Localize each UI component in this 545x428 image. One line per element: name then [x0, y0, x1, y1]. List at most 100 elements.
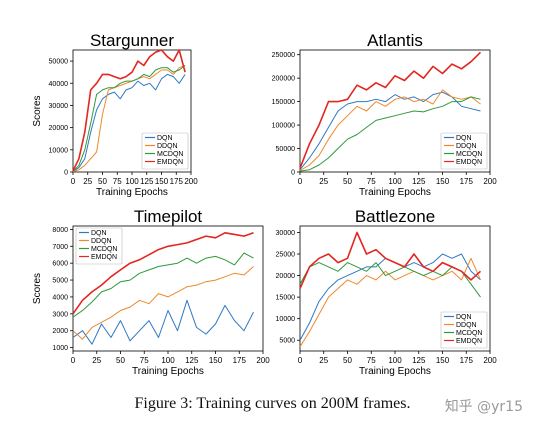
- y-tick-label: 0: [64, 170, 68, 177]
- legend-label: EMDQN: [456, 159, 482, 166]
- x-tick-label: 25: [319, 177, 328, 186]
- x-tick-label: 75: [113, 177, 122, 186]
- x-axis-label: Training Epochs: [359, 366, 431, 377]
- series-line-dqn: [72, 299, 254, 345]
- chart-title: Timepilot: [134, 207, 203, 226]
- series-line-emdqn: [72, 49, 186, 172]
- x-tick-label: 25: [83, 177, 92, 186]
- watermark: 知乎 @yr15: [444, 399, 523, 415]
- chart-title: Atlantis: [367, 31, 423, 50]
- x-tick-label: 175: [460, 177, 474, 186]
- y-tick-label: 200000: [272, 76, 295, 83]
- x-tick-label: 0: [71, 356, 76, 365]
- y-tick-label: 250000: [272, 52, 295, 59]
- legend-label: EMDQN: [157, 159, 183, 166]
- x-tick-label: 200: [256, 356, 270, 365]
- y-tick-label: 15000: [276, 295, 296, 302]
- x-axis-label: Training Epochs: [132, 366, 204, 377]
- y-tick-label: 50000: [49, 59, 69, 66]
- legend-box: [75, 227, 123, 265]
- y-tick-label: 20000: [276, 273, 296, 280]
- legend-label: DQN: [456, 314, 472, 321]
- legend-label: DDQN: [157, 143, 178, 150]
- y-axis-label: Scores: [32, 95, 43, 126]
- x-tick-label: 50: [98, 177, 107, 186]
- x-tick-label: 75: [367, 177, 376, 186]
- y-tick-label: 150000: [272, 99, 295, 106]
- x-tick-label: 50: [343, 177, 352, 186]
- series-line-dqn: [72, 73, 186, 173]
- series-line-mcdqn: [299, 96, 481, 172]
- x-tick-label: 100: [388, 177, 402, 186]
- x-tick-label: 25: [92, 356, 101, 365]
- legend-box: [141, 132, 189, 170]
- x-tick-label: 50: [343, 356, 352, 365]
- x-tick-label: 125: [140, 177, 154, 186]
- y-tick-label: 10000: [49, 147, 69, 154]
- y-tick-label: 3000: [52, 311, 68, 318]
- y-tick-label: 1000: [52, 345, 68, 352]
- legend-label: MCDQN: [456, 151, 482, 158]
- y-tick-label: 25000: [276, 252, 296, 259]
- series-line-emdqn: [299, 231, 482, 289]
- y-tick-label: 8000: [52, 227, 68, 234]
- y-tick-label: 4000: [52, 294, 68, 301]
- y-tick-label: 30000: [49, 103, 69, 110]
- legend-box: [440, 132, 488, 170]
- x-tick-label: 0: [298, 177, 303, 186]
- x-tick-label: 200: [184, 177, 198, 186]
- chart-title: Battlezone: [355, 207, 435, 226]
- legend-label: EMDQN: [91, 254, 117, 261]
- x-tick-label: 50: [116, 356, 125, 365]
- chart-3: Battlezone 0 25 50 75 100 125 150 175 200 5000 1000…: [276, 207, 498, 377]
- x-tick-label: 25: [319, 356, 328, 365]
- y-tick-label: 5000: [279, 338, 295, 345]
- legend-label: EMDQN: [456, 338, 482, 345]
- x-tick-label: 175: [233, 356, 247, 365]
- series-line-mcdqn: [72, 252, 254, 318]
- legend-label: DDQN: [456, 322, 477, 329]
- y-tick-label: 30000: [276, 230, 296, 237]
- x-tick-label: 75: [140, 356, 149, 365]
- x-tick-label: 150: [436, 356, 450, 365]
- chart-2: Timepilot 0 25 50 75 100 125 150 175 200 1000 2000 3…: [32, 207, 270, 377]
- chart-1: Atlantis 0 25 50 75 100 125 150 175 200 0 50000 1000…: [272, 31, 498, 198]
- series-line-mcdqn: [299, 262, 481, 298]
- x-tick-label: 0: [71, 177, 76, 186]
- legend-label: MCDQN: [456, 330, 482, 337]
- x-tick-label: 150: [155, 177, 169, 186]
- legend-label: DQN: [456, 135, 472, 142]
- y-axis-label: Scores: [32, 273, 43, 304]
- x-tick-label: 75: [367, 356, 376, 365]
- x-axis-label: Training Epochs: [359, 187, 431, 198]
- legend-label: MCDQN: [91, 246, 117, 253]
- y-tick-label: 7000: [52, 244, 68, 251]
- y-tick-label: 50000: [276, 146, 296, 153]
- series-line-emdqn: [72, 232, 254, 315]
- x-tick-label: 175: [170, 177, 184, 186]
- x-tick-label: 125: [412, 177, 426, 186]
- y-tick-label: 100000: [272, 123, 295, 130]
- x-tick-label: 200: [483, 356, 497, 365]
- x-tick-label: 175: [460, 356, 474, 365]
- x-tick-label: 150: [436, 177, 450, 186]
- legend-label: DQN: [91, 230, 107, 237]
- y-tick-label: 0: [291, 170, 295, 177]
- x-tick-label: 200: [483, 177, 497, 186]
- x-tick-label: 100: [161, 356, 175, 365]
- chart-title: Stargunner: [90, 31, 174, 50]
- y-tick-label: 2000: [52, 328, 68, 335]
- series-line-emdqn: [299, 51, 482, 169]
- legend-label: DDQN: [456, 143, 477, 150]
- x-tick-label: 100: [125, 177, 139, 186]
- series-line-ddqn: [72, 65, 186, 173]
- series-line-ddqn: [299, 89, 481, 172]
- y-tick-label: 10000: [276, 316, 296, 323]
- legend-label: DDQN: [91, 238, 112, 245]
- legend-label: MCDQN: [157, 151, 183, 158]
- y-tick-label: 40000: [49, 81, 69, 88]
- legend-box: [440, 311, 488, 349]
- series-line-mcdqn: [72, 65, 186, 172]
- x-tick-label: 125: [412, 356, 426, 365]
